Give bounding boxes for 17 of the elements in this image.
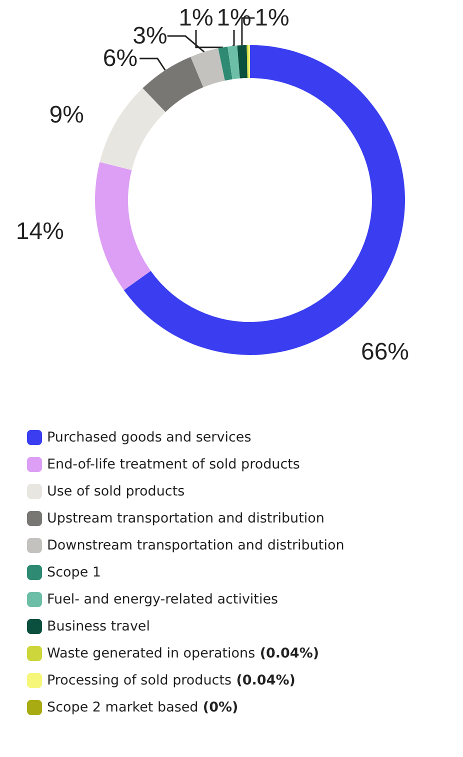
legend-label: Downstream transportation and distribution xyxy=(47,538,344,554)
legend-label: Use of sold products xyxy=(47,484,185,500)
legend-label: Scope 1 xyxy=(47,564,102,580)
legend-label: Fuel- and energy-related activities xyxy=(47,592,278,608)
data-label: 14% xyxy=(16,218,64,245)
data-label: 1% xyxy=(254,4,290,32)
data-label: 66% xyxy=(360,338,410,366)
legend-label: Scope 2 market based (0%) xyxy=(47,700,238,716)
legend-label: Purchased goods and services xyxy=(47,430,252,446)
legend-label: Upstream transportation and distribution xyxy=(47,510,324,526)
data-label: 1% xyxy=(178,4,214,32)
data-label: 1% xyxy=(216,4,252,32)
legend-label: Business travel xyxy=(47,618,150,634)
legend-label: End-of-life treatment of sold products xyxy=(47,456,300,472)
legend-label: Waste generated in operations (0.04%) xyxy=(47,646,320,662)
data-label: 9% xyxy=(49,102,84,129)
legend-label: Processing of sold products (0.04%) xyxy=(47,672,296,688)
